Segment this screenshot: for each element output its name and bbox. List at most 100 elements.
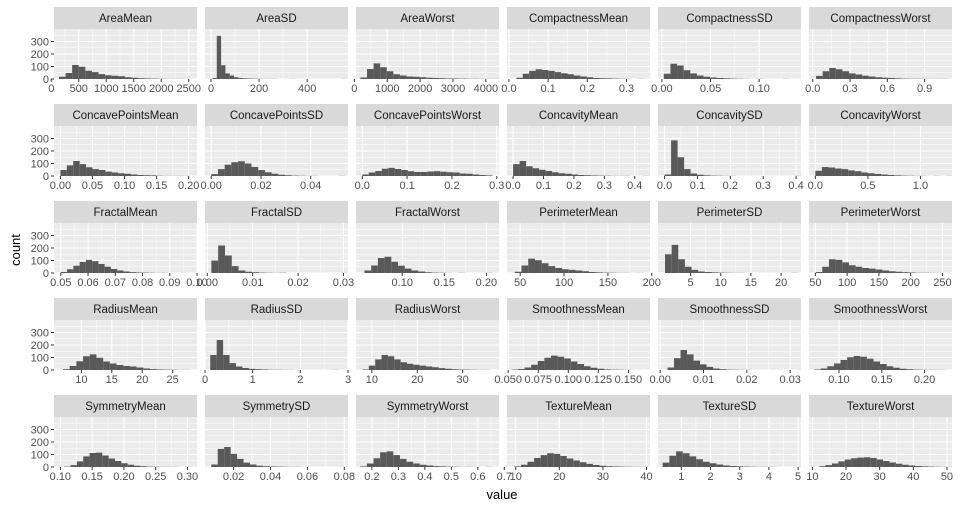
histogram-bar: [580, 76, 587, 79]
histogram-bar: [457, 369, 465, 370]
histogram-bar: [391, 261, 399, 273]
facet-strip: [809, 7, 952, 29]
histogram-bar: [368, 365, 376, 370]
histogram-bar: [72, 65, 79, 79]
histogram-bar: [875, 77, 882, 79]
histogram-bar: [234, 77, 239, 79]
histogram-bar: [820, 368, 828, 370]
x-tick-label: 0.20: [178, 180, 199, 192]
histogram-bar: [862, 75, 869, 79]
x-tick-label: 0.0: [808, 180, 823, 192]
histogram-bar: [129, 272, 136, 273]
histogram-bar: [237, 458, 244, 467]
histogram-bar: [366, 463, 374, 467]
x-tick-label: 2: [297, 374, 303, 386]
histogram-bar: [593, 78, 600, 79]
histogram-bar: [579, 462, 587, 467]
histogram-bar: [394, 359, 401, 370]
histogram-bar: [399, 75, 407, 79]
histogram-bar: [829, 68, 836, 79]
x-tick-label: 0.15: [81, 471, 102, 483]
histogram-bar: [881, 174, 888, 176]
histogram-bar: [680, 350, 688, 370]
histogram-bar: [573, 460, 580, 467]
histogram-bar: [822, 71, 830, 79]
facet-panel: SmoothnessMean 0.050 0.075 0.100 0.125 0.150: [494, 298, 650, 386]
histogram-bar: [862, 268, 869, 273]
x-tick-label: 0.02: [223, 471, 244, 483]
histogram-bar: [129, 366, 137, 370]
y-tick-label: 300: [31, 328, 49, 340]
x-tick-label: 0.05: [82, 180, 103, 192]
histogram-bar: [433, 171, 441, 176]
x-tick-label: 0.01: [693, 374, 714, 386]
facet-strip-label: TextureWorst: [847, 401, 915, 413]
histogram-bar: [393, 74, 400, 79]
facet-strip-label: AreaMean: [99, 13, 152, 25]
histogram-bar: [278, 174, 286, 176]
histogram-bar: [889, 462, 896, 467]
histogram-bar: [238, 161, 245, 176]
x-tick-label: 0.02: [250, 180, 271, 192]
histogram-bar: [531, 364, 538, 370]
histogram-bar: [393, 455, 400, 467]
facet-panel: PerimeterSD 5 10 15 20: [658, 201, 801, 289]
x-tick-label: 0.0: [501, 83, 516, 95]
y-tick-label: 300: [31, 37, 49, 49]
histogram-bar: [123, 271, 130, 273]
histogram-bar: [550, 355, 558, 370]
histogram-bar: [110, 269, 118, 273]
histogram-bar: [520, 464, 528, 467]
histogram-bar: [595, 272, 603, 273]
histogram-bar: [894, 175, 901, 176]
histogram-bar: [150, 175, 157, 176]
y-tick-label: 100: [31, 353, 49, 365]
histogram-bar: [709, 463, 717, 467]
x-tick-label: 1000: [94, 83, 118, 95]
facet-strip: [356, 298, 499, 320]
x-tick-label: 150: [870, 277, 888, 289]
histogram-bar: [854, 171, 862, 176]
x-tick-label: 0.00: [50, 180, 71, 192]
histogram-bar: [687, 354, 694, 370]
histogram-bar: [427, 171, 434, 176]
histogram-bar: [479, 175, 486, 176]
histogram-bar: [89, 354, 97, 370]
x-tick-label: 0.150: [615, 374, 643, 386]
facet-strip: [507, 201, 650, 223]
histogram-bar: [406, 461, 414, 467]
histogram-bar: [603, 369, 611, 370]
x-tick-label: 0.7: [497, 471, 512, 483]
histogram-bar: [568, 269, 576, 273]
histogram-bar: [368, 172, 376, 176]
histogram-bar: [451, 369, 458, 370]
histogram-bar: [677, 157, 685, 176]
histogram-bar: [472, 174, 480, 176]
facet-panel: FractalSD 0.00 0.01 0.02 0.03: [197, 201, 354, 289]
facet-panel: TextureWorst 10 20 30 40 50: [806, 395, 953, 483]
facet-strip: [356, 7, 499, 29]
histogram-bar: [683, 70, 691, 79]
y-tick-label: 300: [31, 425, 49, 437]
histogram-bar: [575, 270, 583, 273]
histogram-bar: [225, 73, 230, 79]
x-tick-label: 0.5: [444, 471, 459, 483]
histogram-bar: [560, 456, 567, 467]
histogram-bar: [577, 364, 585, 370]
x-tick-label: 0.5: [860, 180, 875, 192]
histogram-bar: [895, 463, 903, 467]
histogram-bar: [418, 271, 425, 273]
facet-strip: [54, 298, 197, 320]
histogram-bar: [513, 164, 520, 176]
histogram-bar: [384, 256, 392, 273]
x-tick-label: 0.02: [287, 277, 308, 289]
x-tick-label: 0.125: [585, 374, 613, 386]
histogram-bar: [86, 167, 93, 176]
histogram-bar: [828, 167, 836, 176]
histogram-bar: [244, 163, 252, 176]
facet-strip-label: AreaWorst: [400, 13, 455, 25]
histogram-bar: [105, 171, 112, 176]
facet-strip: [658, 201, 801, 223]
x-tick-label: 50: [809, 277, 821, 289]
histogram-bar: [211, 174, 218, 176]
